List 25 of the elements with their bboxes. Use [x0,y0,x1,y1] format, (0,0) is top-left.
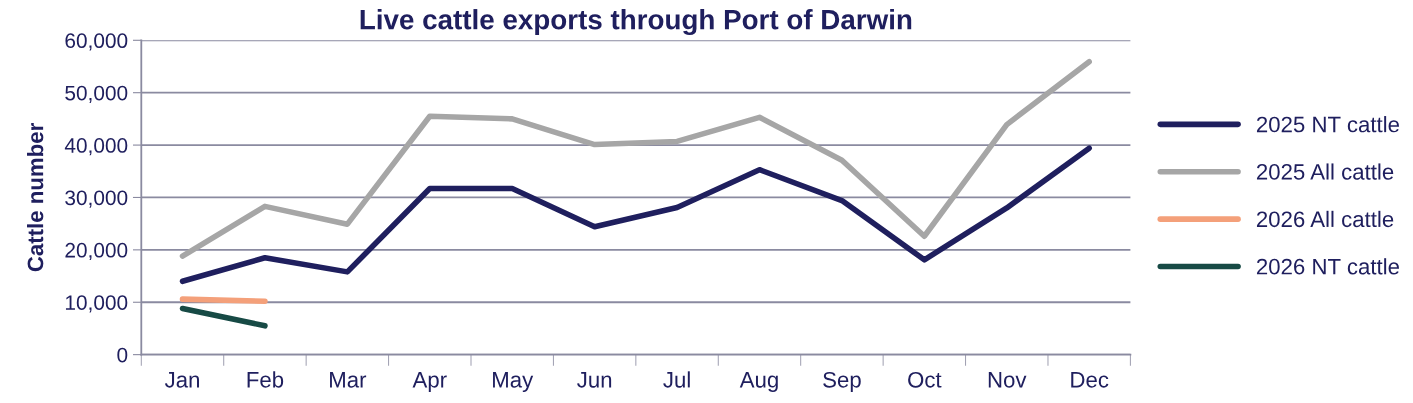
x-tick-label: Oct [908,371,942,388]
x-tick-label: Nov [988,372,1027,388]
x-tick-label: Jun [577,372,612,388]
y-tick-label: 50,000 [65,85,128,103]
y-tick-label: 40,000 [64,138,128,156]
x-tick-label: Aug [739,372,778,393]
legend-label: 2026 All cattle [1256,210,1394,228]
y-tick-label: 0 [117,347,128,363]
x-tick-label: Sep [823,371,861,393]
y-tick-label: 60,000 [65,33,128,51]
y-axis-title: Cattle number [27,123,44,272]
legend-label: 2025 All cattle [1256,163,1394,180]
x-tick-label: May [493,372,534,393]
x-tick-label: Mar [330,372,367,388]
legend-label: 2026 NT cattle [1256,258,1399,275]
x-tick-label: Jan [164,372,199,388]
chart-title: Live cattle exports through Port of Darwin [360,9,912,36]
y-tick-label: 30,000 [65,190,128,208]
x-tick-label: Jul [663,371,690,388]
y-tick-label: 20,000 [65,242,128,261]
x-tick-label: Apr [412,372,447,393]
legend-label: 2025 NT cattle [1256,116,1399,133]
y-tick-label: 10,000 [65,295,128,313]
x-tick-label: Feb [247,371,284,388]
x-tick-label: Dec [1071,372,1109,388]
